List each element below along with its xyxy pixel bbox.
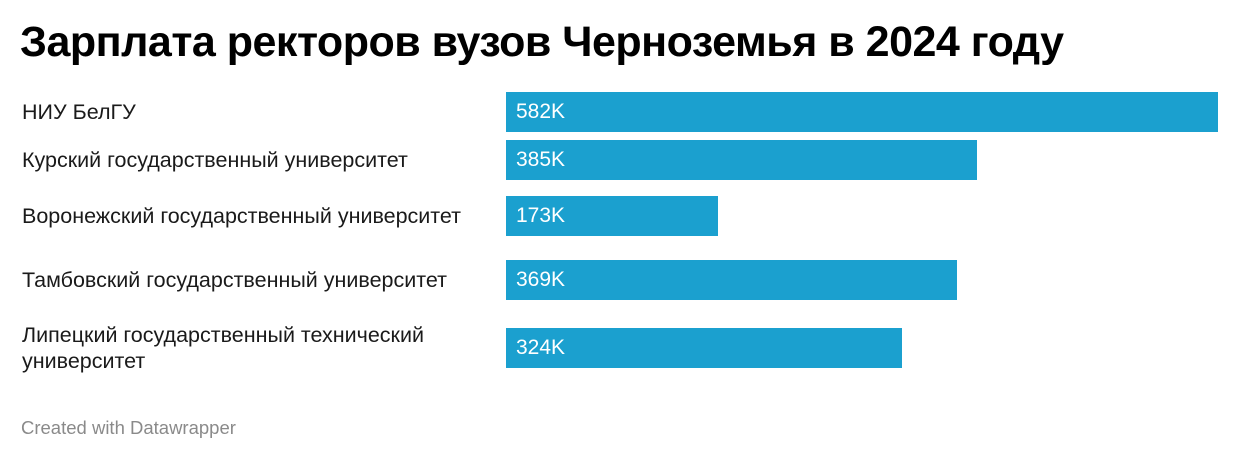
bar-chart: НИУ БелГУ 582K Курский государственный уни… [0, 80, 1240, 390]
credit-text: Created with Datawrapper [21, 417, 236, 438]
value-label: 582K [516, 100, 566, 123]
bar: 582K [506, 92, 1218, 132]
bar: 385K [506, 140, 977, 180]
bar: 173K [506, 196, 718, 236]
category-label: Воронежский государственный университет [22, 204, 462, 228]
category-label: НИУ БелГУ [22, 100, 136, 124]
value-label: 369K [516, 268, 566, 291]
bar: 369K [506, 260, 958, 300]
chart-title: Зарплата ректоров вузов Черноземья в 202… [20, 18, 1064, 66]
value-label: 173K [516, 204, 566, 227]
value-label: 324K [516, 336, 566, 359]
category-label: Тамбовский государственный университет [22, 268, 447, 292]
value-label: 385K [516, 148, 566, 171]
bar: 324K [506, 328, 903, 368]
category-label: Липецкий государственный технический уни… [22, 323, 424, 373]
category-label: Курский государственный университет [22, 148, 408, 172]
